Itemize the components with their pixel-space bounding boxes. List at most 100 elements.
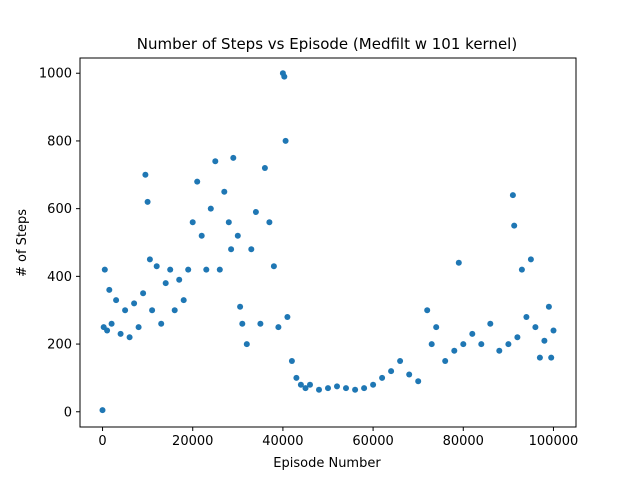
data-point <box>185 266 192 273</box>
data-point <box>496 347 503 354</box>
data-point <box>171 307 178 314</box>
data-point <box>352 386 359 393</box>
data-point <box>113 297 120 304</box>
data-point <box>361 385 368 392</box>
data-point <box>144 198 151 205</box>
data-point <box>131 300 138 307</box>
y-tick-label: 400 <box>47 270 72 285</box>
y-tick-label: 200 <box>47 338 72 353</box>
data-point <box>243 341 250 348</box>
data-point <box>442 358 449 364</box>
data-point <box>325 385 331 392</box>
data-point <box>397 358 404 364</box>
data-point <box>527 256 534 263</box>
x-tick-label: 20000 <box>172 434 213 449</box>
data-point <box>135 324 142 331</box>
data-point <box>433 324 440 331</box>
data-point <box>505 341 512 348</box>
data-point <box>207 205 214 212</box>
data-point <box>487 320 494 327</box>
data-point <box>550 327 557 334</box>
data-point <box>343 385 349 392</box>
data-point <box>122 307 129 314</box>
data-point <box>261 165 268 171</box>
data-point <box>511 222 518 229</box>
data-point <box>180 297 187 304</box>
data-point <box>284 314 291 320</box>
x-tick-label: 80000 <box>443 434 484 449</box>
data-point <box>388 368 395 375</box>
data-point <box>167 266 174 273</box>
data-point <box>126 334 133 341</box>
data-point <box>545 303 552 310</box>
x-tick-label: 0 <box>98 434 106 449</box>
data-point <box>415 378 422 385</box>
data-point <box>281 73 288 80</box>
data-point <box>424 307 431 314</box>
x-tick-label: 40000 <box>262 434 303 449</box>
data-point <box>239 320 246 327</box>
data-point <box>158 320 165 327</box>
data-point <box>428 341 435 348</box>
y-tick-label: 1000 <box>39 67 72 82</box>
data-point <box>541 337 548 344</box>
y-tick-label: 0 <box>64 405 72 420</box>
data-point <box>216 266 223 273</box>
data-point <box>536 354 543 361</box>
data-point <box>194 178 201 185</box>
data-point <box>153 263 160 270</box>
data-point <box>101 266 108 273</box>
data-point <box>252 209 259 215</box>
data-point <box>302 385 309 392</box>
x-axis-ticks: 0 20000 40000 60000 80000 100000 <box>98 427 578 449</box>
data-point <box>212 158 219 165</box>
data-point <box>514 334 521 341</box>
data-point <box>316 386 322 393</box>
data-point <box>451 347 458 354</box>
data-point <box>523 314 530 320</box>
x-axis-label: Episode Number <box>273 456 381 471</box>
data-point <box>140 290 147 297</box>
data-point <box>518 266 525 273</box>
data-point <box>234 232 241 239</box>
data-point <box>99 407 106 414</box>
data-point <box>275 324 282 331</box>
data-point <box>282 137 289 144</box>
data-points <box>99 70 557 414</box>
data-point <box>221 188 228 195</box>
data-point <box>469 330 476 337</box>
data-point <box>198 232 205 239</box>
y-tick-label: 600 <box>47 202 72 217</box>
data-point <box>478 341 485 348</box>
data-point <box>548 354 555 361</box>
data-point <box>162 280 169 287</box>
data-point <box>297 381 304 388</box>
data-point <box>146 256 153 263</box>
data-point <box>189 219 196 226</box>
data-point <box>108 320 115 327</box>
y-axis-ticks: 0 200 400 600 800 1000 <box>39 67 80 420</box>
data-point <box>237 303 244 310</box>
x-tick-label: 100000 <box>529 434 579 449</box>
y-tick-label: 800 <box>47 134 72 149</box>
data-point <box>532 324 539 331</box>
data-point <box>293 374 300 381</box>
data-point <box>266 219 273 226</box>
data-point <box>334 383 340 390</box>
chart-title: Number of Steps vs Episode (Medfilt w 10… <box>137 35 517 53</box>
data-point <box>228 246 235 253</box>
data-point <box>406 371 413 378</box>
data-point <box>176 276 183 283</box>
data-point <box>379 374 386 381</box>
data-point <box>149 307 156 314</box>
data-point <box>225 219 232 226</box>
data-point <box>203 266 210 273</box>
data-point <box>117 330 124 337</box>
data-point <box>106 286 113 293</box>
y-axis-label: # of Steps <box>15 209 30 277</box>
data-point <box>370 381 377 388</box>
plot-area-frame <box>79 57 577 428</box>
x-tick-label: 60000 <box>352 434 393 449</box>
data-point <box>230 154 237 161</box>
